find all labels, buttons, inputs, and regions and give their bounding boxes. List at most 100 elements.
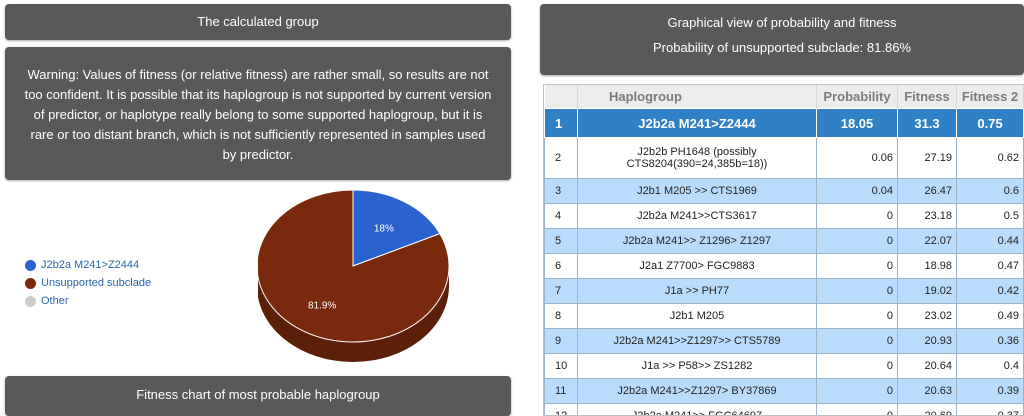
fitness-cell: 20.69 bbox=[898, 404, 957, 416]
row-index: 9 bbox=[545, 329, 578, 354]
fitness2-cell: 0.75 bbox=[957, 109, 1024, 138]
fitness2-cell: 0.37 bbox=[957, 404, 1024, 416]
fitness-chart-header: Fitness chart of most probable haplogrou… bbox=[5, 376, 511, 416]
fitness-chart-title: Fitness chart of most probable haplogrou… bbox=[5, 386, 511, 404]
fitness-column-header[interactable]: Fitness bbox=[898, 85, 957, 109]
probability-cell: 0 bbox=[817, 304, 898, 329]
haplogroup-cell: J2b1 M205 >> CTS1969 bbox=[578, 179, 817, 204]
haplogroup-cell: J2a1 Z7700> FGC9883 bbox=[578, 254, 817, 279]
legend-item-j2b2a[interactable]: J2b2a M241>Z2444 bbox=[25, 256, 151, 274]
fitness-cell: 27.19 bbox=[898, 138, 957, 179]
legend-label: Other bbox=[41, 292, 69, 310]
fitness2-cell: 0.62 bbox=[957, 138, 1024, 179]
fitness2-cell: 0.49 bbox=[957, 304, 1024, 329]
fitness2-cell: 0.39 bbox=[957, 379, 1024, 404]
legend-label: Unsupported subclade bbox=[41, 274, 151, 292]
row-index: 10 bbox=[545, 354, 578, 379]
legend-item-unsupported[interactable]: Unsupported subclade bbox=[25, 274, 151, 292]
fitness-cell: 20.93 bbox=[898, 329, 957, 354]
probability-cell: 18.05 bbox=[817, 109, 898, 138]
probability-cell: 0 bbox=[817, 254, 898, 279]
fitness2-cell: 0.5 bbox=[957, 204, 1024, 229]
probability-pie-chart: 18%81.9% bbox=[258, 188, 458, 373]
fitness-cell: 23.02 bbox=[898, 304, 957, 329]
fitness-cell: 23.18 bbox=[898, 204, 957, 229]
row-index: 12 bbox=[545, 404, 578, 416]
haplogroup-table: Haplogroup Probability Fitness Fitness 2… bbox=[544, 85, 1024, 416]
fitness-cell: 22.07 bbox=[898, 229, 957, 254]
haplogroup-cell: J2b2a M241>>CTS3617 bbox=[578, 204, 817, 229]
probability-cell: 0 bbox=[817, 354, 898, 379]
legend-dot-icon bbox=[25, 278, 36, 289]
fitness-cell: 20.63 bbox=[898, 379, 957, 404]
fitness-cell: 31.3 bbox=[898, 109, 957, 138]
fitness-cell: 20.64 bbox=[898, 354, 957, 379]
haplogroup-cell: J2b2a M241>Z2444 bbox=[578, 109, 817, 138]
fitness-cell: 18.98 bbox=[898, 254, 957, 279]
probability-cell: 0 bbox=[817, 404, 898, 416]
calculated-group-header: The calculated group bbox=[5, 4, 511, 40]
fitness2-cell: 0.47 bbox=[957, 254, 1024, 279]
haplogroup-column-header[interactable]: Haplogroup bbox=[578, 85, 817, 109]
probability-cell: 0 bbox=[817, 229, 898, 254]
probability-column-header[interactable]: Probability bbox=[817, 85, 898, 109]
row-index: 2 bbox=[545, 138, 578, 179]
fitness2-cell: 0.42 bbox=[957, 279, 1024, 304]
fitness-cell: 19.02 bbox=[898, 279, 957, 304]
haplogroup-cell: J2b2a M241>>Z1297>> CTS5789 bbox=[578, 329, 817, 354]
probability-cell: 0.06 bbox=[817, 138, 898, 179]
row-index: 1 bbox=[545, 109, 578, 138]
haplogroup-cell: J2b2a M241>>Z1297> BY37869 bbox=[578, 379, 817, 404]
haplogroup-cell: J2b2a M241>> FGC64697 bbox=[578, 404, 817, 416]
row-index: 5 bbox=[545, 229, 578, 254]
row-index: 8 bbox=[545, 304, 578, 329]
row-index: 11 bbox=[545, 379, 578, 404]
fitness2-cell: 0.44 bbox=[957, 229, 1024, 254]
pie-slice-label: 81.9% bbox=[308, 301, 336, 312]
index-column-header bbox=[545, 85, 578, 109]
fitness-cell: 26.47 bbox=[898, 179, 957, 204]
legend-item-other[interactable]: Other bbox=[25, 292, 151, 310]
haplogroup-cell: J2b1 M205 bbox=[578, 304, 817, 329]
legend-label: J2b2a M241>Z2444 bbox=[41, 256, 139, 274]
legend-dot-icon bbox=[25, 260, 36, 271]
pie-legend: J2b2a M241>Z2444 Unsupported subclade Ot… bbox=[25, 256, 151, 310]
fitness2-cell: 0.36 bbox=[957, 329, 1024, 354]
table-header-row: Haplogroup Probability Fitness Fitness 2 bbox=[545, 85, 1024, 109]
fitness2-column-header[interactable]: Fitness 2 bbox=[957, 85, 1024, 109]
probability-cell: 0.04 bbox=[817, 179, 898, 204]
warning-panel: Warning: Values of fitness (or relative … bbox=[5, 47, 511, 180]
calculated-group-title: The calculated group bbox=[197, 14, 318, 29]
haplogroup-cell: J2b2b PH1648 (possibly CTS8204(390=24,38… bbox=[578, 138, 817, 179]
graphical-view-header: Graphical view of probability and fitnes… bbox=[540, 4, 1024, 75]
row-index: 4 bbox=[545, 204, 578, 229]
unsupported-probability-text: Probability of unsupported subclade: 81.… bbox=[540, 39, 1024, 57]
haplogroup-cell: J1a >> P58>> ZS1282 bbox=[578, 354, 817, 379]
row-index: 7 bbox=[545, 279, 578, 304]
row-index: 6 bbox=[545, 254, 578, 279]
fitness2-cell: 0.4 bbox=[957, 354, 1024, 379]
probability-cell: 0 bbox=[817, 329, 898, 354]
row-index: 3 bbox=[545, 179, 578, 204]
warning-text: Warning: Values of fitness (or relative … bbox=[23, 65, 493, 165]
haplogroup-table-container[interactable]: Haplogroup Probability Fitness Fitness 2… bbox=[543, 84, 1024, 416]
haplogroup-cell: J2b2a M241>> Z1296> Z1297 bbox=[578, 229, 817, 254]
probability-cell: 0 bbox=[817, 379, 898, 404]
probability-cell: 0 bbox=[817, 279, 898, 304]
legend-dot-icon bbox=[25, 296, 36, 307]
graphical-view-title: Graphical view of probability and fitnes… bbox=[540, 14, 1024, 32]
probability-cell: 0 bbox=[817, 204, 898, 229]
